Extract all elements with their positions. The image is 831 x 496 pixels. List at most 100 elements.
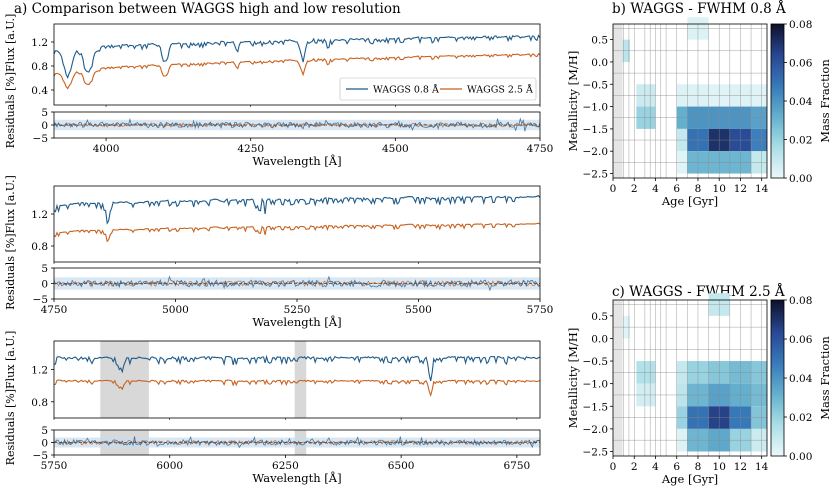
residual-y-tick-label: −5: [33, 450, 48, 462]
residual-y-tick-label: 5: [41, 425, 48, 437]
spectrum-panel-1: 0.8 1.2 −5 0 5 4750 5000 5250 5500 5750 Wavelength…: [4, 175, 553, 329]
x-tick-label: 2: [631, 461, 638, 473]
y-tick-label: 0.0: [591, 333, 608, 345]
x-tick-label: 5750: [41, 460, 68, 472]
residual-line-waggs-2.5: [53, 279, 541, 288]
spectrum-axes-frame: [53, 23, 541, 106]
colorbar-tick-label: 0.00: [789, 173, 812, 185]
y-tick-label: −2.5: [583, 446, 609, 458]
x-tick-label: 14: [755, 183, 769, 195]
colorbar-tick-label: 0.04: [789, 373, 813, 385]
y-axis-label: Metallicity [M/H]: [566, 328, 580, 429]
colorbar-tick-label: 0.02: [789, 412, 812, 424]
y-tick-label: 1.2: [31, 364, 48, 376]
masked-region: [100, 341, 149, 418]
series-line-waggs-0.8: [53, 34, 541, 79]
heatmap-b-title: b) WAGGS - FWHM 0.8 Å: [612, 1, 786, 17]
y-tick-label: −0.5: [583, 356, 609, 368]
residual-line-waggs-0.8: [53, 117, 541, 132]
residual-line-waggs-0.8: [53, 435, 541, 449]
x-tick-label: 6: [673, 183, 680, 195]
legend-label-waggs-2.5: WAGGS 2.5 Å: [467, 84, 533, 96]
y-tick-label: −2.0: [583, 146, 609, 158]
x-tick-label: 12: [734, 461, 747, 473]
legend-box: [339, 77, 537, 101]
y-tick-label: −1.0: [583, 102, 609, 114]
colorbar-label: Mass Fraction: [818, 336, 831, 420]
y-axis-label: Residuals [%]Flux [a.U.]: [4, 331, 17, 466]
y-tick-label: −2.0: [583, 424, 609, 436]
x-tick-label: 14: [755, 461, 769, 473]
colorbar: [770, 299, 785, 457]
colorbar-tick-label: 0.00: [789, 451, 812, 463]
y-tick-label: −1.5: [583, 124, 609, 136]
legend: WAGGS 0.8 Å WAGGS 2.5 Å: [339, 77, 537, 101]
x-tick-label: 5250: [284, 304, 311, 316]
y-tick-label: 0.0: [591, 57, 608, 69]
y-tick-label: 0.8: [31, 241, 48, 253]
spectrum-panel-0: 0.4 0.8 1.2 −505 4000 4250 4500 4750 Wavelength …: [4, 14, 553, 168]
x-tick-label: 6000: [156, 460, 183, 472]
x-tick-label: 10: [713, 461, 726, 473]
x-tick-label: 0: [610, 183, 617, 195]
x-tick-label: 5000: [162, 304, 189, 316]
x-tick-label: 8: [695, 183, 702, 195]
x-tick-label: 4250: [237, 143, 264, 155]
y-tick-label: 0.4: [31, 85, 48, 97]
colorbar-tick-label: 0.06: [789, 334, 813, 346]
series-line-waggs-0.8: [53, 195, 541, 225]
series-line-waggs-2.5: [53, 52, 541, 90]
x-tick-label: 0: [610, 461, 617, 473]
y-axis-label: Metallicity [M/H]: [566, 51, 580, 152]
heatmap-frame: [612, 23, 768, 179]
x-tick-label: 10: [713, 183, 726, 195]
heatmap-b: 0 2 4 6 8 10 12 14 0.5 0.0 −0.5 −1.0 −1.5 −2.0 −2.5 Age…: [566, 17, 831, 208]
x-tick-label: 4: [652, 183, 659, 195]
y-tick-label: 0.8: [31, 397, 48, 409]
heatmap-frame: [612, 299, 768, 457]
x-tick-label: 5500: [405, 304, 432, 316]
residual-y-tick-label: 5: [41, 263, 48, 275]
y-tick-label: 1.2: [31, 209, 48, 221]
series-line-waggs-2.5: [53, 378, 541, 398]
heatmap-c-title: c) WAGGS - FWHM 2.5 Å: [612, 284, 785, 300]
x-tick-label: 6: [673, 461, 680, 473]
x-tick-label: 2: [631, 183, 638, 195]
x-tick-label: 12: [734, 183, 747, 195]
colorbar-tick-label: 0.04: [789, 96, 813, 108]
masked-region: [294, 341, 307, 418]
heatmap-c: 0 2 4 6 8 10 12 14 0.5 0.0 −0.5 −1.0 −1.5 −2.0 −2.5 Age…: [566, 293, 831, 486]
colorbar-tick-label: 0.02: [789, 135, 812, 147]
x-tick-label: 4: [652, 461, 659, 473]
x-axis-label: Wavelength [Å]: [252, 315, 341, 329]
colorbar: [770, 23, 785, 179]
residual-y-tick-label: 0: [41, 279, 48, 291]
residual-y-tick-label: −5: [33, 294, 48, 306]
legend-label-waggs-0.8: WAGGS 0.8 Å: [373, 84, 439, 96]
y-tick-label: −1.5: [583, 401, 609, 413]
x-tick-label: 6250: [272, 460, 299, 472]
x-tick-label: 4750: [527, 143, 554, 155]
x-tick-label: 4000: [93, 143, 120, 155]
residual-y-tick-label: 0: [41, 438, 48, 450]
colorbar-tick-label: 0.08: [789, 295, 812, 307]
series-line-waggs-0.8: [53, 354, 541, 382]
x-tick-label: 6500: [388, 460, 415, 472]
y-tick-label: 0.5: [591, 311, 608, 323]
x-tick-label: 4750: [41, 304, 68, 316]
residual-line-waggs-0.8: [53, 275, 541, 292]
spectrum-panel-2: 0.8 1.2 −505 5750 6000 6250 6500 6750 Wavelength…: [4, 331, 541, 485]
x-tick-label: 4500: [382, 143, 409, 155]
residual-y-tick-label: −5: [33, 133, 48, 145]
y-tick-label: −1.0: [583, 379, 609, 391]
y-tick-label: 0.5: [591, 35, 608, 47]
residual-y-tick-label: 5: [41, 107, 48, 119]
series-line-waggs-2.5: [53, 222, 541, 243]
y-tick-label: 0.8: [31, 61, 48, 73]
young-age-shading: [613, 24, 623, 178]
x-axis-label: Wavelength [Å]: [252, 154, 341, 168]
y-tick-label: −2.5: [583, 169, 609, 181]
y-tick-label: −0.5: [583, 79, 609, 91]
x-axis-label: Wavelength [Å]: [252, 471, 341, 485]
